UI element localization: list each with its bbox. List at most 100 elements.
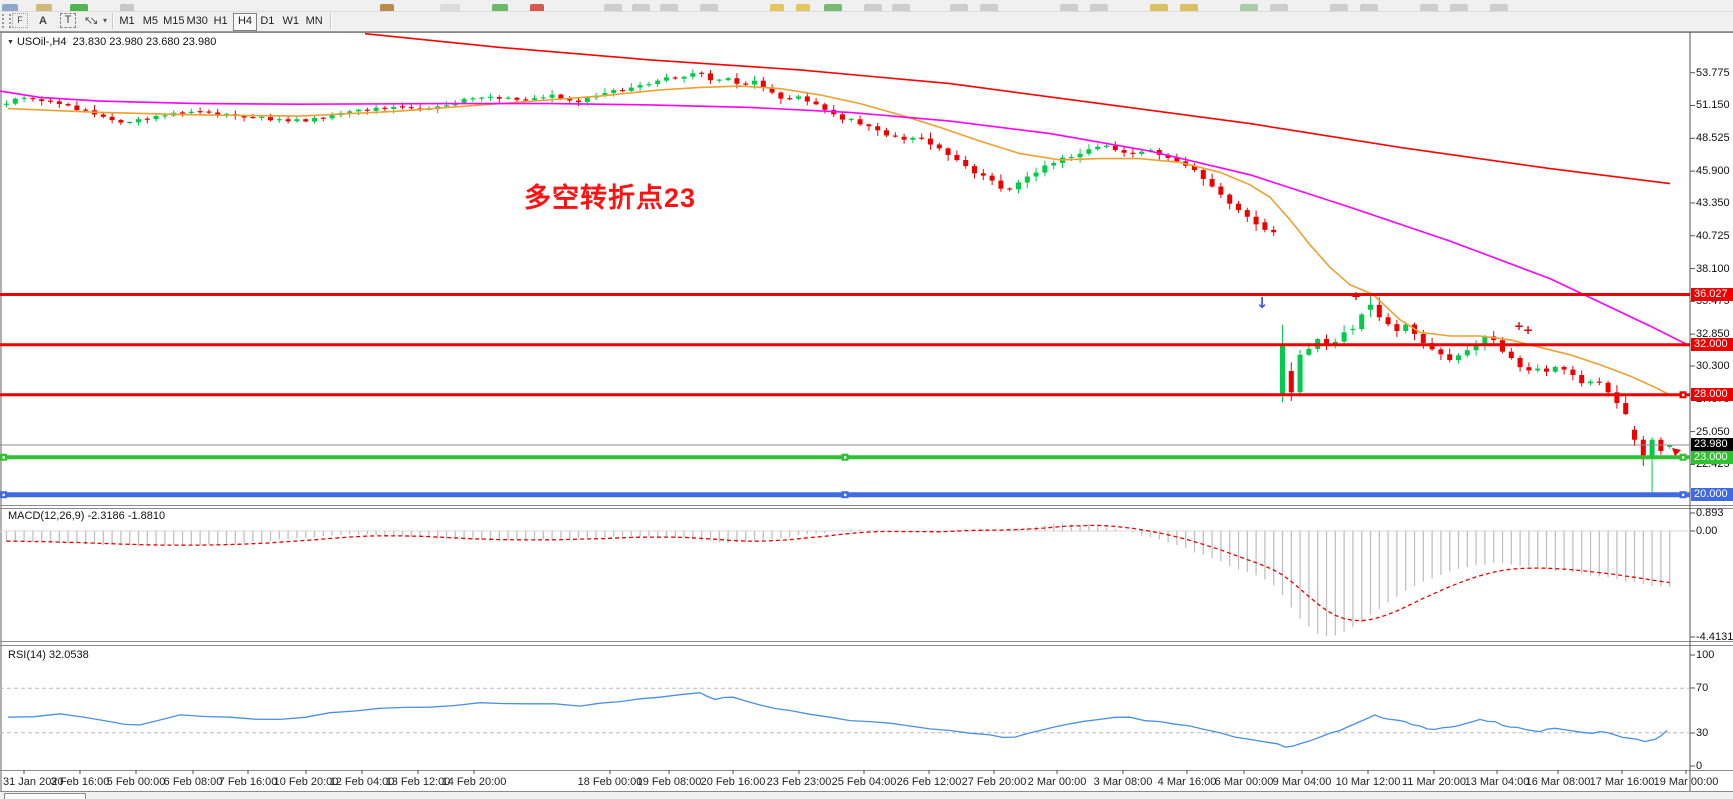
toolbar-icon-fragment[interactable]: [1090, 4, 1108, 11]
svg-text:↓: ↓: [1256, 294, 1269, 312]
time-axis-label: 10 Feb 20:00: [273, 776, 339, 788]
time-axis-label: 14 Feb 20:00: [441, 776, 507, 788]
toolbar-icon-fragment[interactable]: [632, 4, 650, 11]
tick-grid-tool-icon[interactable]: F: [12, 13, 28, 28]
toolbar-icon-fragment[interactable]: [36, 4, 52, 11]
time-axis-label: 19 Mar 00:00: [1653, 776, 1719, 788]
rsi-axis-label: 0: [1696, 760, 1703, 772]
toolbar-icon-fragment[interactable]: [1180, 4, 1198, 11]
price-level-badge: 20.000: [1691, 488, 1733, 502]
time-axis-label: 12 Feb 04:00: [329, 776, 395, 788]
toolbar-icon-fragment[interactable]: [1240, 4, 1258, 11]
chart-collapse-icon[interactable]: ▼: [7, 39, 14, 46]
toolbar-icon-fragment[interactable]: [1450, 4, 1468, 11]
time-axis-label: 17 Mar 16:00: [1589, 776, 1655, 788]
time-axis-label: 6 Feb 08:00: [163, 776, 223, 788]
toolbar-icon-fragment[interactable]: [1330, 4, 1348, 11]
time-axis-label: 11 Mar 20:00: [1401, 776, 1467, 788]
toolbar-row-standard: [0, 0, 1733, 12]
macd-axis-label: 0.893: [1696, 507, 1724, 519]
chart-symbol-title[interactable]: ▼ USOil-,H4 23.830 23.980 23.680 23.980: [7, 36, 216, 48]
timeframe-button-w1[interactable]: W1: [282, 15, 300, 27]
time-axis-label: 5 Feb 00:00: [106, 776, 166, 788]
price-level-badge: 28.000: [1691, 388, 1733, 402]
rsi-axis-label: 30: [1696, 727, 1709, 739]
toolbar-icon-fragment[interactable]: [120, 4, 134, 11]
time-axis-label: 26 Feb 12:00: [896, 776, 962, 788]
time-axis-label: 13 Mar 04:00: [1464, 776, 1530, 788]
text-label-tool-icon[interactable]: T: [60, 13, 76, 28]
bottom-scroll-strip[interactable]: [0, 791, 1733, 799]
time-axis-label: 19 Feb 08:00: [636, 776, 702, 788]
font-tool-icon[interactable]: A: [39, 15, 47, 27]
price-tick-label: 38.100: [1696, 262, 1730, 275]
toolbar-icon-fragment[interactable]: [1490, 4, 1508, 11]
time-axis-label: 20 Feb 16:00: [700, 776, 766, 788]
toolbar-icon-fragment[interactable]: [824, 4, 842, 11]
toolbar-icon-fragment[interactable]: [980, 4, 998, 11]
price-tick-label: 48.525: [1696, 132, 1730, 145]
toolbar-separator: [112, 13, 114, 29]
time-axis-label: 31 Jan 2020: [3, 776, 64, 788]
price-tick-label: 25.050: [1696, 425, 1730, 438]
timeframe-button-mn[interactable]: MN: [305, 15, 323, 27]
arrows-dropdown-icon[interactable]: ▾: [102, 16, 107, 25]
toolbar-icon-fragment[interactable]: [440, 4, 460, 11]
toolbar-icon-fragment[interactable]: [770, 4, 784, 11]
time-axis-label: 9 Mar 04:00: [1272, 776, 1332, 788]
macd-axis-label: 0.00: [1696, 525, 1718, 537]
rsi-indicator-label: RSI(14) 32.0538: [8, 649, 89, 661]
toolbar-icon-fragment[interactable]: [2, 4, 18, 11]
price-tick-label: 40.725: [1696, 229, 1730, 242]
toolbar-icon-fragment[interactable]: [864, 4, 882, 11]
time-axis-label: 16 Mar 08:00: [1525, 776, 1591, 788]
toolbar-icon-fragment[interactable]: [700, 4, 718, 11]
toolbar-icon-fragment[interactable]: [660, 4, 678, 11]
toolbar-icon-fragment[interactable]: [70, 4, 88, 11]
price-tick-label: 51.150: [1696, 99, 1730, 112]
toolbar-separator: [330, 13, 332, 29]
toolbar-grip[interactable]: [2, 14, 11, 28]
toolbar-icon-fragment[interactable]: [1150, 4, 1168, 11]
timeframe-button-m1[interactable]: M1: [119, 15, 135, 27]
timeframe-button-h4[interactable]: H4: [233, 13, 257, 31]
toolbar-icon-fragment[interactable]: [530, 4, 544, 11]
time-axis-label: 3 Mar 08:00: [1093, 776, 1153, 788]
toolbar-icon-fragment[interactable]: [892, 4, 910, 11]
toolbar-icon-fragment[interactable]: [1270, 4, 1288, 11]
chart-text-annotation[interactable]: 多空转折点23: [524, 183, 697, 213]
toolbar-icon-fragment[interactable]: [950, 4, 968, 11]
toolbar-icon-fragment[interactable]: [492, 4, 508, 11]
arrows-tool-icon[interactable]: ↖↘: [84, 15, 99, 27]
price-tick-label: 45.900: [1696, 165, 1730, 178]
toolbar-icon-fragment[interactable]: [1420, 4, 1438, 11]
timeframe-button-h1[interactable]: H1: [213, 15, 228, 27]
toolbar-icon-fragment[interactable]: [380, 4, 394, 11]
timeframe-button-m15[interactable]: M15: [163, 15, 185, 27]
current-price-badge: 23.980: [1691, 437, 1733, 451]
symbol-period-label: USOil-,H4: [16, 36, 67, 48]
rsi-axis-label: 100: [1696, 649, 1715, 661]
price-tick-label: 30.300: [1696, 360, 1730, 373]
timeframe-button-m30[interactable]: M30: [186, 15, 208, 27]
time-axis-label: 7 Feb 16:00: [218, 776, 278, 788]
time-axis-label: 18 Feb 00:00: [577, 776, 643, 788]
time-axis-label: 23 Feb 23:00: [766, 776, 832, 788]
time-axis-label: 6 Mar 00:00: [1214, 776, 1274, 788]
time-axis-label: 2 Mar 00:00: [1027, 776, 1087, 788]
toolbar-icon-fragment[interactable]: [796, 4, 810, 11]
timeframe-button-d1[interactable]: D1: [260, 15, 275, 27]
timeframe-button-m5[interactable]: M5: [142, 15, 159, 27]
price-tick-label: 32.850: [1696, 328, 1730, 341]
toolbar-icon-fragment[interactable]: [604, 4, 622, 11]
macd-indicator-label: MACD(12,26,9) -2.3186 -1.8810: [8, 510, 166, 522]
ohlc-values-label: 23.830 23.980 23.680 23.980: [72, 36, 217, 48]
scrollbar-thumb[interactable]: [4, 793, 86, 799]
price-level-badge: 23.000: [1691, 450, 1733, 464]
toolbar-icon-fragment[interactable]: [1360, 4, 1378, 11]
chart-canvas[interactable]: [0, 32, 1733, 792]
time-axis-label: 10 Mar 12:00: [1335, 776, 1401, 788]
toolbar-icon-fragment[interactable]: [1060, 4, 1078, 11]
